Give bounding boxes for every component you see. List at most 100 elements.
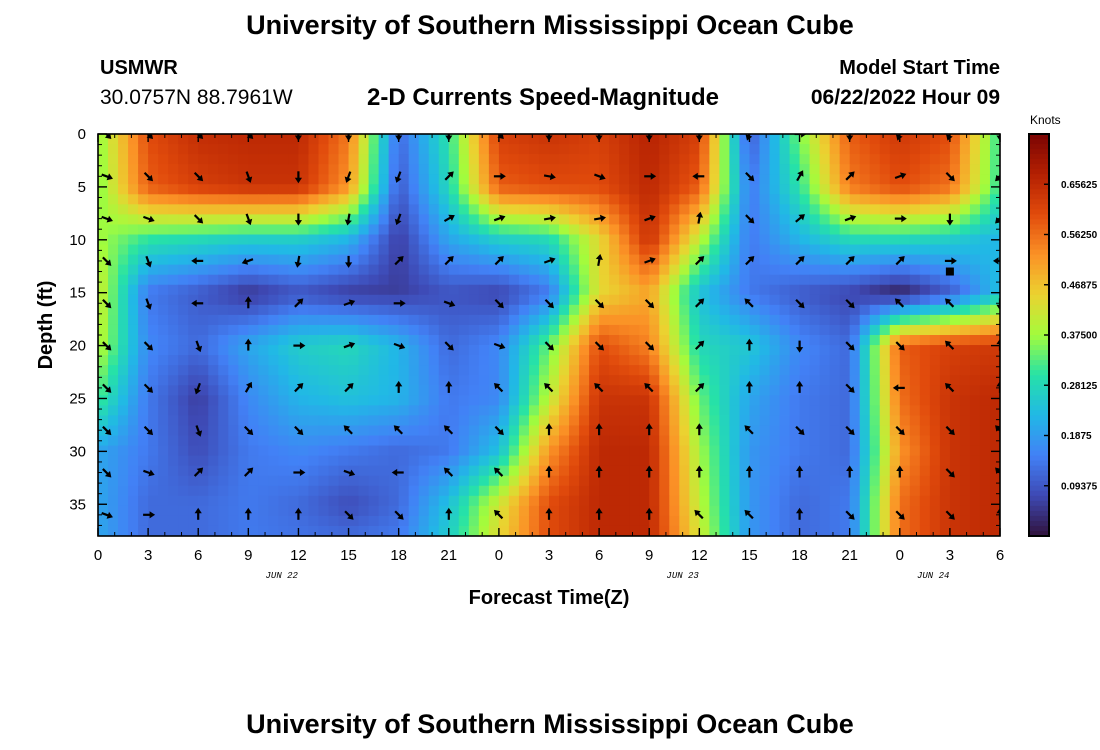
heatmap-cell	[729, 385, 741, 396]
heatmap-cell	[609, 134, 620, 145]
heatmap-cell	[368, 495, 380, 507]
heatmap-cell	[458, 335, 470, 346]
heatmap-cell	[458, 495, 470, 507]
heatmap-cell	[649, 294, 660, 306]
heatmap-cell	[639, 264, 650, 276]
heatmap-cell	[839, 525, 851, 536]
heatmap-cell	[659, 174, 670, 185]
heatmap-cell	[859, 144, 871, 155]
heatmap-cell	[559, 244, 570, 256]
heatmap-cell	[208, 405, 219, 416]
heatmap-cell	[108, 525, 119, 536]
heatmap-cell	[538, 425, 550, 437]
heatmap-cell	[929, 234, 941, 246]
heatmap-cell	[308, 485, 320, 497]
current-arrow	[846, 465, 854, 478]
heatmap-cell	[859, 274, 871, 286]
heatmap-cell	[248, 415, 259, 427]
heatmap-cell	[298, 435, 310, 447]
colorbar-segment	[1029, 465, 1049, 472]
heatmap-cell	[98, 214, 109, 226]
heatmap-cell	[969, 194, 981, 205]
heatmap-cell	[348, 204, 360, 215]
heatmap-cell	[228, 465, 239, 477]
heatmap-cell	[348, 485, 360, 497]
heatmap-cell	[729, 164, 741, 175]
heatmap-cell	[649, 365, 660, 376]
colorbar-segment	[1029, 184, 1049, 190]
heatmap-cell	[639, 144, 650, 155]
heatmap-cell	[649, 204, 660, 215]
heatmap-cell	[528, 224, 540, 236]
heatmap-cell	[779, 455, 791, 467]
heatmap-cell	[458, 214, 470, 226]
heatmap-cell	[989, 274, 1000, 286]
heatmap-cell	[448, 525, 460, 536]
heatmap-cell	[288, 475, 300, 487]
heatmap-cell	[939, 335, 951, 346]
heatmap-cell	[739, 405, 751, 416]
heatmap-cell	[308, 435, 320, 447]
heatmap-cell	[228, 144, 239, 155]
heatmap-cell	[639, 505, 650, 517]
heatmap-cell	[228, 365, 239, 376]
heatmap-cell	[909, 244, 921, 256]
heatmap-cell	[749, 214, 761, 226]
heatmap-cell	[989, 405, 1000, 416]
heatmap-cell	[989, 174, 1000, 185]
heatmap-cell	[589, 485, 600, 497]
heatmap-cell	[228, 164, 239, 175]
heatmap-cell	[879, 385, 891, 396]
heatmap-cell	[989, 525, 1000, 536]
heatmap-cell	[719, 495, 730, 507]
heatmap-cell	[138, 445, 149, 457]
heatmap-cell	[909, 365, 921, 376]
heatmap-cell	[238, 415, 249, 427]
current-arrow	[544, 341, 554, 351]
heatmap-cell	[709, 415, 720, 427]
current-arrow	[744, 509, 754, 520]
heatmap-cell	[498, 294, 510, 306]
heatmap-cell	[819, 204, 831, 215]
heatmap-cell	[308, 324, 320, 336]
heatmap-cell	[508, 174, 520, 185]
heatmap-cell	[629, 395, 640, 406]
colorbar-segment	[1029, 199, 1049, 205]
heatmap-cell	[98, 314, 109, 326]
heatmap-cell	[579, 415, 590, 427]
heatmap-cell	[298, 204, 310, 215]
heatmap-cell	[939, 485, 951, 497]
heatmap-cell	[298, 294, 310, 306]
heatmap-cell	[198, 425, 209, 437]
heatmap-cell	[569, 154, 580, 165]
heatmap-cell	[278, 194, 290, 205]
heatmap-cell	[889, 134, 901, 145]
heatmap-cell	[108, 465, 119, 477]
heatmap-cell	[468, 445, 480, 457]
heatmap-cell	[899, 475, 911, 487]
heatmap-cell	[699, 405, 710, 416]
heatmap-cell	[579, 445, 590, 457]
heatmap-cell	[979, 284, 991, 296]
heatmap-cell	[829, 405, 841, 416]
heatmap-cell	[609, 254, 620, 266]
heatmap-cell	[238, 164, 249, 175]
heatmap-cell	[298, 515, 310, 527]
heatmap-cell	[428, 214, 440, 226]
heatmap-cell	[929, 485, 941, 497]
heatmap-cell	[538, 174, 550, 185]
heatmap-cell	[559, 264, 570, 276]
heatmap-cell	[669, 294, 680, 306]
heatmap-cell	[478, 395, 490, 406]
heatmap-cell	[939, 495, 951, 507]
heatmap-cell	[368, 475, 380, 487]
heatmap-cell	[869, 335, 881, 346]
heatmap-cell	[398, 335, 410, 346]
heatmap-cell	[408, 134, 420, 145]
heatmap-cell	[889, 304, 901, 316]
heatmap-cell	[198, 134, 209, 145]
heatmap-cell	[989, 485, 1000, 497]
heatmap-cell	[619, 294, 630, 306]
heatmap-cell	[288, 134, 300, 145]
colorbar-segment	[1029, 450, 1049, 457]
